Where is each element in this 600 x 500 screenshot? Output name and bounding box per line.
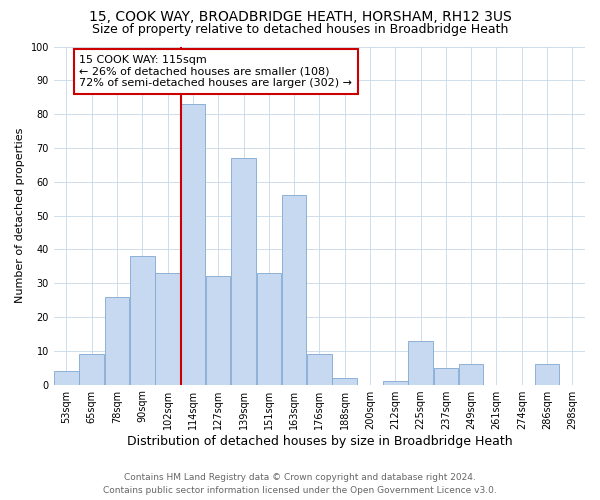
Bar [105,296,129,384]
Bar [459,364,484,384]
Bar [332,378,357,384]
Bar [181,104,205,384]
Bar [383,381,407,384]
Bar [409,340,433,384]
Bar [434,368,458,384]
Bar [257,273,281,384]
Text: 15 COOK WAY: 115sqm
← 26% of detached houses are smaller (108)
72% of semi-detac: 15 COOK WAY: 115sqm ← 26% of detached ho… [79,55,352,88]
X-axis label: Distribution of detached houses by size in Broadbridge Heath: Distribution of detached houses by size … [127,434,512,448]
Bar [231,158,256,384]
Y-axis label: Number of detached properties: Number of detached properties [15,128,25,303]
Bar [282,196,307,384]
Bar [307,354,332,384]
Bar [155,273,180,384]
Bar [130,256,155,384]
Bar [54,371,79,384]
Text: Contains HM Land Registry data © Crown copyright and database right 2024.
Contai: Contains HM Land Registry data © Crown c… [103,473,497,495]
Bar [206,276,230,384]
Bar [535,364,559,384]
Text: 15, COOK WAY, BROADBRIDGE HEATH, HORSHAM, RH12 3US: 15, COOK WAY, BROADBRIDGE HEATH, HORSHAM… [89,10,511,24]
Bar [79,354,104,384]
Text: Size of property relative to detached houses in Broadbridge Heath: Size of property relative to detached ho… [92,22,508,36]
